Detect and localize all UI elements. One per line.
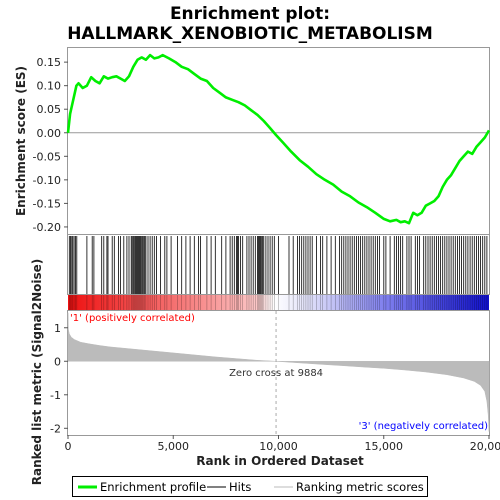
negative-correlation-label: '3' (negatively correlated): [359, 421, 488, 432]
hits-panel: [67, 234, 490, 295]
metric-y-ticks: -2 -1 0 1: [50, 322, 68, 435]
es-panel: -0.20 -0.15 -0.10 -0.05 0.00 0.05 0.10 0.15 Enr…: [14, 47, 491, 235]
es-y-tick-label: 0.10: [37, 80, 62, 93]
x-tick-label: 10,000: [259, 440, 298, 453]
es-y-axis-label: Enrichment score (ES): [14, 66, 28, 216]
legend-hits-text: Hits: [229, 480, 251, 494]
es-y-tick-label: 0.15: [37, 56, 62, 69]
es-y-tick-label: 0.05: [37, 103, 62, 116]
es-y-tick-label: -0.15: [33, 197, 61, 210]
x-tick-label: 20,000: [470, 440, 500, 453]
legend-metric-text: Ranking metric scores: [296, 480, 424, 494]
x-tick-label: 5,000: [158, 440, 190, 453]
enrichment-profile-line: [66, 53, 491, 225]
x-tick-label: 15,000: [365, 440, 404, 453]
rank-bar-hits: [69, 295, 488, 310]
zero-cross-label: Zero cross at 9884: [229, 368, 323, 379]
es-y-tick-label: -0.20: [33, 221, 61, 234]
es-y-ticks: -0.20 -0.15 -0.10 -0.05 0.00 0.05 0.10 0.15: [33, 56, 68, 234]
metric-y-tick-label: 0: [54, 355, 61, 368]
x-axis-label: Rank in Ordered Dataset: [196, 454, 364, 468]
es-y-tick-label: 0.00: [37, 127, 62, 140]
es-y-tick-label: -0.10: [33, 174, 61, 187]
legend: Enrichment profile Hits Ranking metric s…: [72, 476, 428, 497]
metric-y-tick-label: -2: [50, 422, 61, 435]
metric-y-axis-label: Ranked list metric (Signal2Noise): [30, 259, 44, 486]
legend-enrichment-text: Enrichment profile: [100, 480, 206, 494]
title-line-1: Enrichment plot:: [170, 4, 330, 24]
rank-color-bar: [68, 295, 489, 310]
title-line-2: HALLMARK_XENOBIOTIC_METABOLISM: [67, 24, 433, 44]
positive-correlation-label: '1' (positively correlated): [70, 313, 195, 324]
legend-frame: [72, 476, 428, 497]
metric-y-tick-label: 1: [54, 322, 61, 335]
gene-hits: [68, 236, 488, 294]
es-panel-frame: [67, 47, 490, 235]
metric-y-tick-label: -1: [50, 389, 61, 402]
x-tick-label: 0: [65, 440, 72, 453]
x-axis-ticks: 0 5,000 10,000 15,000 20,000: [65, 435, 500, 453]
es-y-tick-label: -0.05: [33, 150, 61, 163]
